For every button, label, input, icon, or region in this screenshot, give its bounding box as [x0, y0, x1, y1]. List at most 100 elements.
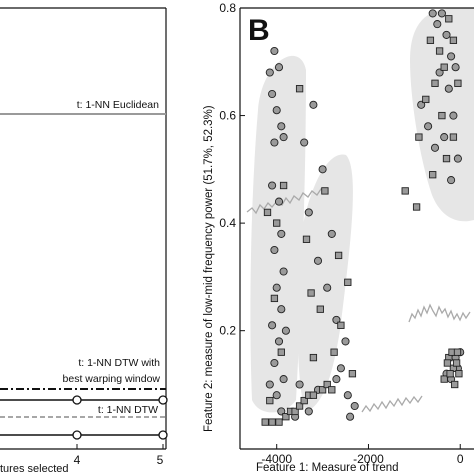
scatter-point-circle-13 — [272, 283, 281, 292]
scatter-point-circle-34 — [350, 401, 359, 411]
panel-b: -4000 -2000 0 0.2 0.4 0.6 0.8 B Feature 1: Mea… — [203, 1, 474, 474]
scatter-point-circle-26 — [300, 138, 309, 147]
scatter-point-square-40 — [442, 154, 451, 163]
scatter-point-circle-24 — [318, 165, 327, 174]
panel-b-x-tick-label: -2000 — [353, 452, 384, 466]
scatter-point-square-30 — [415, 133, 423, 141]
scatter-point-circle-53 — [424, 122, 433, 131]
scatter-point-square-34 — [435, 47, 444, 55]
scatter-point-square-27 — [344, 278, 352, 286]
scatter-point-square-38 — [454, 79, 462, 87]
scatter-point-circle-5 — [277, 122, 286, 131]
cluster-region-middle — [297, 154, 353, 412]
scatter-point-circle-38 — [304, 407, 313, 416]
scatter-point-square-22 — [337, 321, 345, 329]
scatter-point-square-44 — [412, 203, 421, 211]
inset-series-1 — [246, 188, 327, 215]
scatter-point-square-18 — [328, 386, 336, 394]
scatter-point-circle-27 — [327, 229, 336, 238]
scatter-point-circle-16 — [274, 337, 284, 346]
scatter-point-square-3 — [270, 294, 279, 303]
scatter-point-circle-11 — [270, 245, 279, 255]
scatter-point-square-32 — [426, 36, 435, 44]
scatter-point-square-36 — [445, 15, 453, 23]
panel-b-y-tick-label: 0.8 — [219, 1, 236, 15]
scatter-point-square-1 — [273, 219, 281, 227]
scatter-point-circle-41 — [428, 9, 437, 18]
label-dtw-best-line2: best warping window — [63, 373, 161, 385]
scatter-point-circle-42 — [433, 20, 442, 29]
scatter-point-circle-48 — [444, 84, 453, 93]
scatter-point-square-12 — [295, 402, 304, 410]
scatter-point-circle-14 — [277, 305, 286, 314]
scatter-point-square-54 — [446, 370, 454, 378]
scatter-point-square-13 — [300, 396, 308, 405]
scatter-point-circle-23 — [304, 208, 313, 217]
panel-b-y-tick-label: 0.6 — [219, 109, 236, 123]
scatter-point-circle-29 — [323, 283, 332, 292]
panel-b-label: B — [248, 14, 270, 47]
label-dtw-best-line1: t: 1-NN DTW with — [78, 357, 160, 369]
scatter-point-square-28 — [348, 370, 357, 378]
inset-series-3 — [361, 395, 423, 413]
scatter-point-square-2 — [279, 181, 288, 190]
scatter-point-circle-8 — [268, 181, 277, 190]
scatter-points — [261, 9, 465, 426]
scatter-point-circle-25 — [309, 100, 318, 109]
scatter-point-square-6 — [275, 418, 283, 426]
scatter-point-circle-35 — [346, 412, 355, 421]
scatter-point-square-8 — [268, 418, 276, 426]
scatter-point-circle-43 — [437, 9, 446, 18]
scatter-point-square-21 — [330, 348, 338, 356]
scatter-point-circle-18 — [279, 375, 288, 384]
scatter-point-square-7 — [261, 418, 269, 426]
scatter-point-circle-28 — [313, 256, 323, 265]
scatter-point-square-15 — [309, 391, 318, 399]
scatter-point-square-37 — [449, 36, 458, 44]
panel-b-x-tick-label: 0 — [457, 452, 464, 466]
scatter-point-square-42 — [429, 171, 437, 179]
scatter-point-circle-6 — [270, 138, 279, 147]
scatter-point-square-24 — [295, 85, 304, 93]
scatter-point-circle-33 — [343, 391, 352, 400]
scatter-point-circle-31 — [341, 337, 350, 346]
inset-series-2 — [408, 303, 471, 323]
panel-b-x-tick-label: -4000 — [261, 452, 292, 466]
scatter-point-square-25 — [302, 235, 311, 243]
scatter-point-square-35 — [440, 63, 448, 71]
scatter-point-circle-21 — [265, 380, 274, 389]
scatter-point-circle-15 — [268, 321, 277, 330]
panel-a-tick-label-5: 5 — [157, 453, 164, 467]
scatter-point-square-51 — [440, 375, 448, 383]
scatter-point-square-47 — [452, 359, 461, 367]
panel-b-ticks: -4000 -2000 0 0.2 0.4 0.6 0.8 — [219, 1, 464, 466]
panel-b-y-axis-title: Feature 2: measure of low-mid frequency … — [203, 105, 215, 432]
scatter-point-circle-1 — [270, 46, 279, 56]
scatter-point-square-4 — [277, 348, 285, 356]
label-euclidean: t: 1-NN Euclidean — [77, 99, 159, 111]
panel-a-x-label-fragment: tures selected — [0, 463, 68, 474]
scatter-point-circle-10 — [277, 229, 286, 238]
scatter-point-square-50 — [443, 359, 452, 367]
scatter-point-square-53 — [453, 348, 462, 356]
scatter-point-square-11 — [291, 407, 299, 416]
scatter-point-circle-36 — [332, 375, 341, 384]
scatter-point-circle-32 — [336, 364, 345, 373]
scatter-point-square-39 — [438, 111, 446, 120]
scatter-point-square-31 — [422, 95, 430, 104]
scatter-point-circle-46 — [451, 63, 460, 72]
panel-b-y-tick-label: 0.2 — [219, 324, 236, 338]
scatter-point-circle-0 — [265, 68, 274, 77]
scatter-point-circle-19 — [272, 391, 281, 400]
scatter-point-circle-50 — [440, 133, 449, 142]
label-dtw: t: 1-NN DTW — [98, 404, 158, 416]
scatter-point-square-17 — [323, 380, 331, 389]
scatter-point-circle-45 — [447, 52, 456, 61]
scatter-point-circle-12 — [279, 267, 288, 276]
panel-a-tick-label-4: 4 — [74, 453, 81, 467]
scatter-point-circle-51 — [453, 154, 462, 163]
scatter-point-circle-3 — [274, 63, 284, 72]
scatter-point-circle-49 — [449, 111, 458, 120]
scatter-point-circle-7 — [279, 133, 288, 142]
